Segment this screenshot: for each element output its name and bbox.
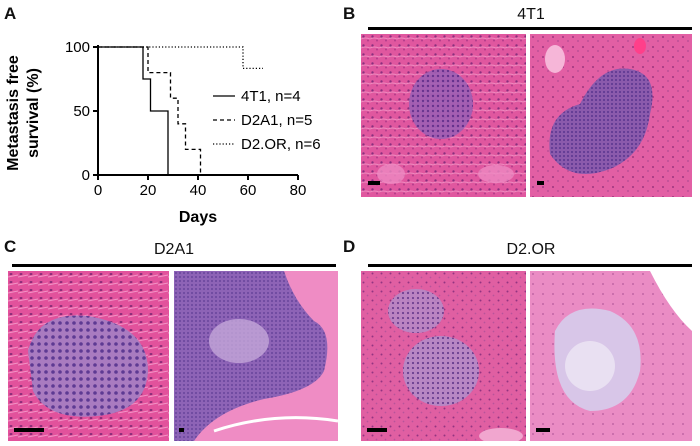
x-tick-label: 60 — [240, 182, 257, 199]
scale-bar — [367, 428, 387, 432]
micrograph-d2or-left — [361, 271, 526, 441]
panel-a-letter: A — [4, 4, 17, 23]
y-axis-label-line1: Metastasis free — [5, 55, 22, 171]
x-tick-label: 20 — [140, 182, 157, 199]
x-axis-label: Days — [179, 209, 217, 226]
x-tick-label: 0 — [94, 182, 102, 199]
scale-bar — [14, 428, 44, 432]
panel-b-rule — [368, 27, 692, 30]
panel-c-rule — [12, 264, 336, 267]
micrograph-d2a1-right — [174, 271, 338, 441]
x-tick-label: 80 — [290, 182, 307, 199]
panel-d-title: D2.OR — [506, 241, 556, 258]
panel-c-title: D2A1 — [153, 241, 195, 258]
scale-bar — [368, 181, 380, 185]
survival-line-1 — [98, 46, 169, 175]
micrograph-d2or-right — [530, 271, 692, 441]
scale-bar — [537, 181, 544, 185]
panel-d-letter: D — [343, 237, 356, 256]
scale-bar — [179, 428, 184, 432]
micrograph-4t1-right — [530, 34, 692, 197]
survival-chart: 0 20 40 60 80 0 50 100 Metastasis free survival… — [5, 39, 321, 226]
y-tick-label: 0 — [82, 167, 90, 184]
legend-label: 4T1, n=4 — [241, 88, 301, 105]
micrograph-4t1-left — [361, 34, 526, 197]
chart-legend: 4T1, n=4 D2A1, n=5 D2.OR, n=6 — [213, 88, 321, 153]
panel-d-rule — [368, 264, 692, 267]
panel-c-letter: C — [4, 237, 17, 256]
scale-bar — [536, 428, 550, 432]
y-tick-label: 100 — [65, 39, 90, 56]
panel-b-letter: B — [343, 4, 356, 23]
y-axis-label-line2: survival (%) — [25, 68, 42, 158]
micrograph-d2a1-left — [8, 271, 169, 441]
legend-label: D2A1, n=5 — [241, 112, 312, 129]
x-tick-label: 40 — [190, 182, 207, 199]
survival-line-2 — [98, 46, 202, 175]
y-tick-label: 50 — [73, 103, 90, 120]
legend-label: D2.OR, n=6 — [241, 136, 321, 153]
survival-line-3 — [98, 46, 263, 70]
panel-b-title: 4T1 — [517, 6, 545, 23]
